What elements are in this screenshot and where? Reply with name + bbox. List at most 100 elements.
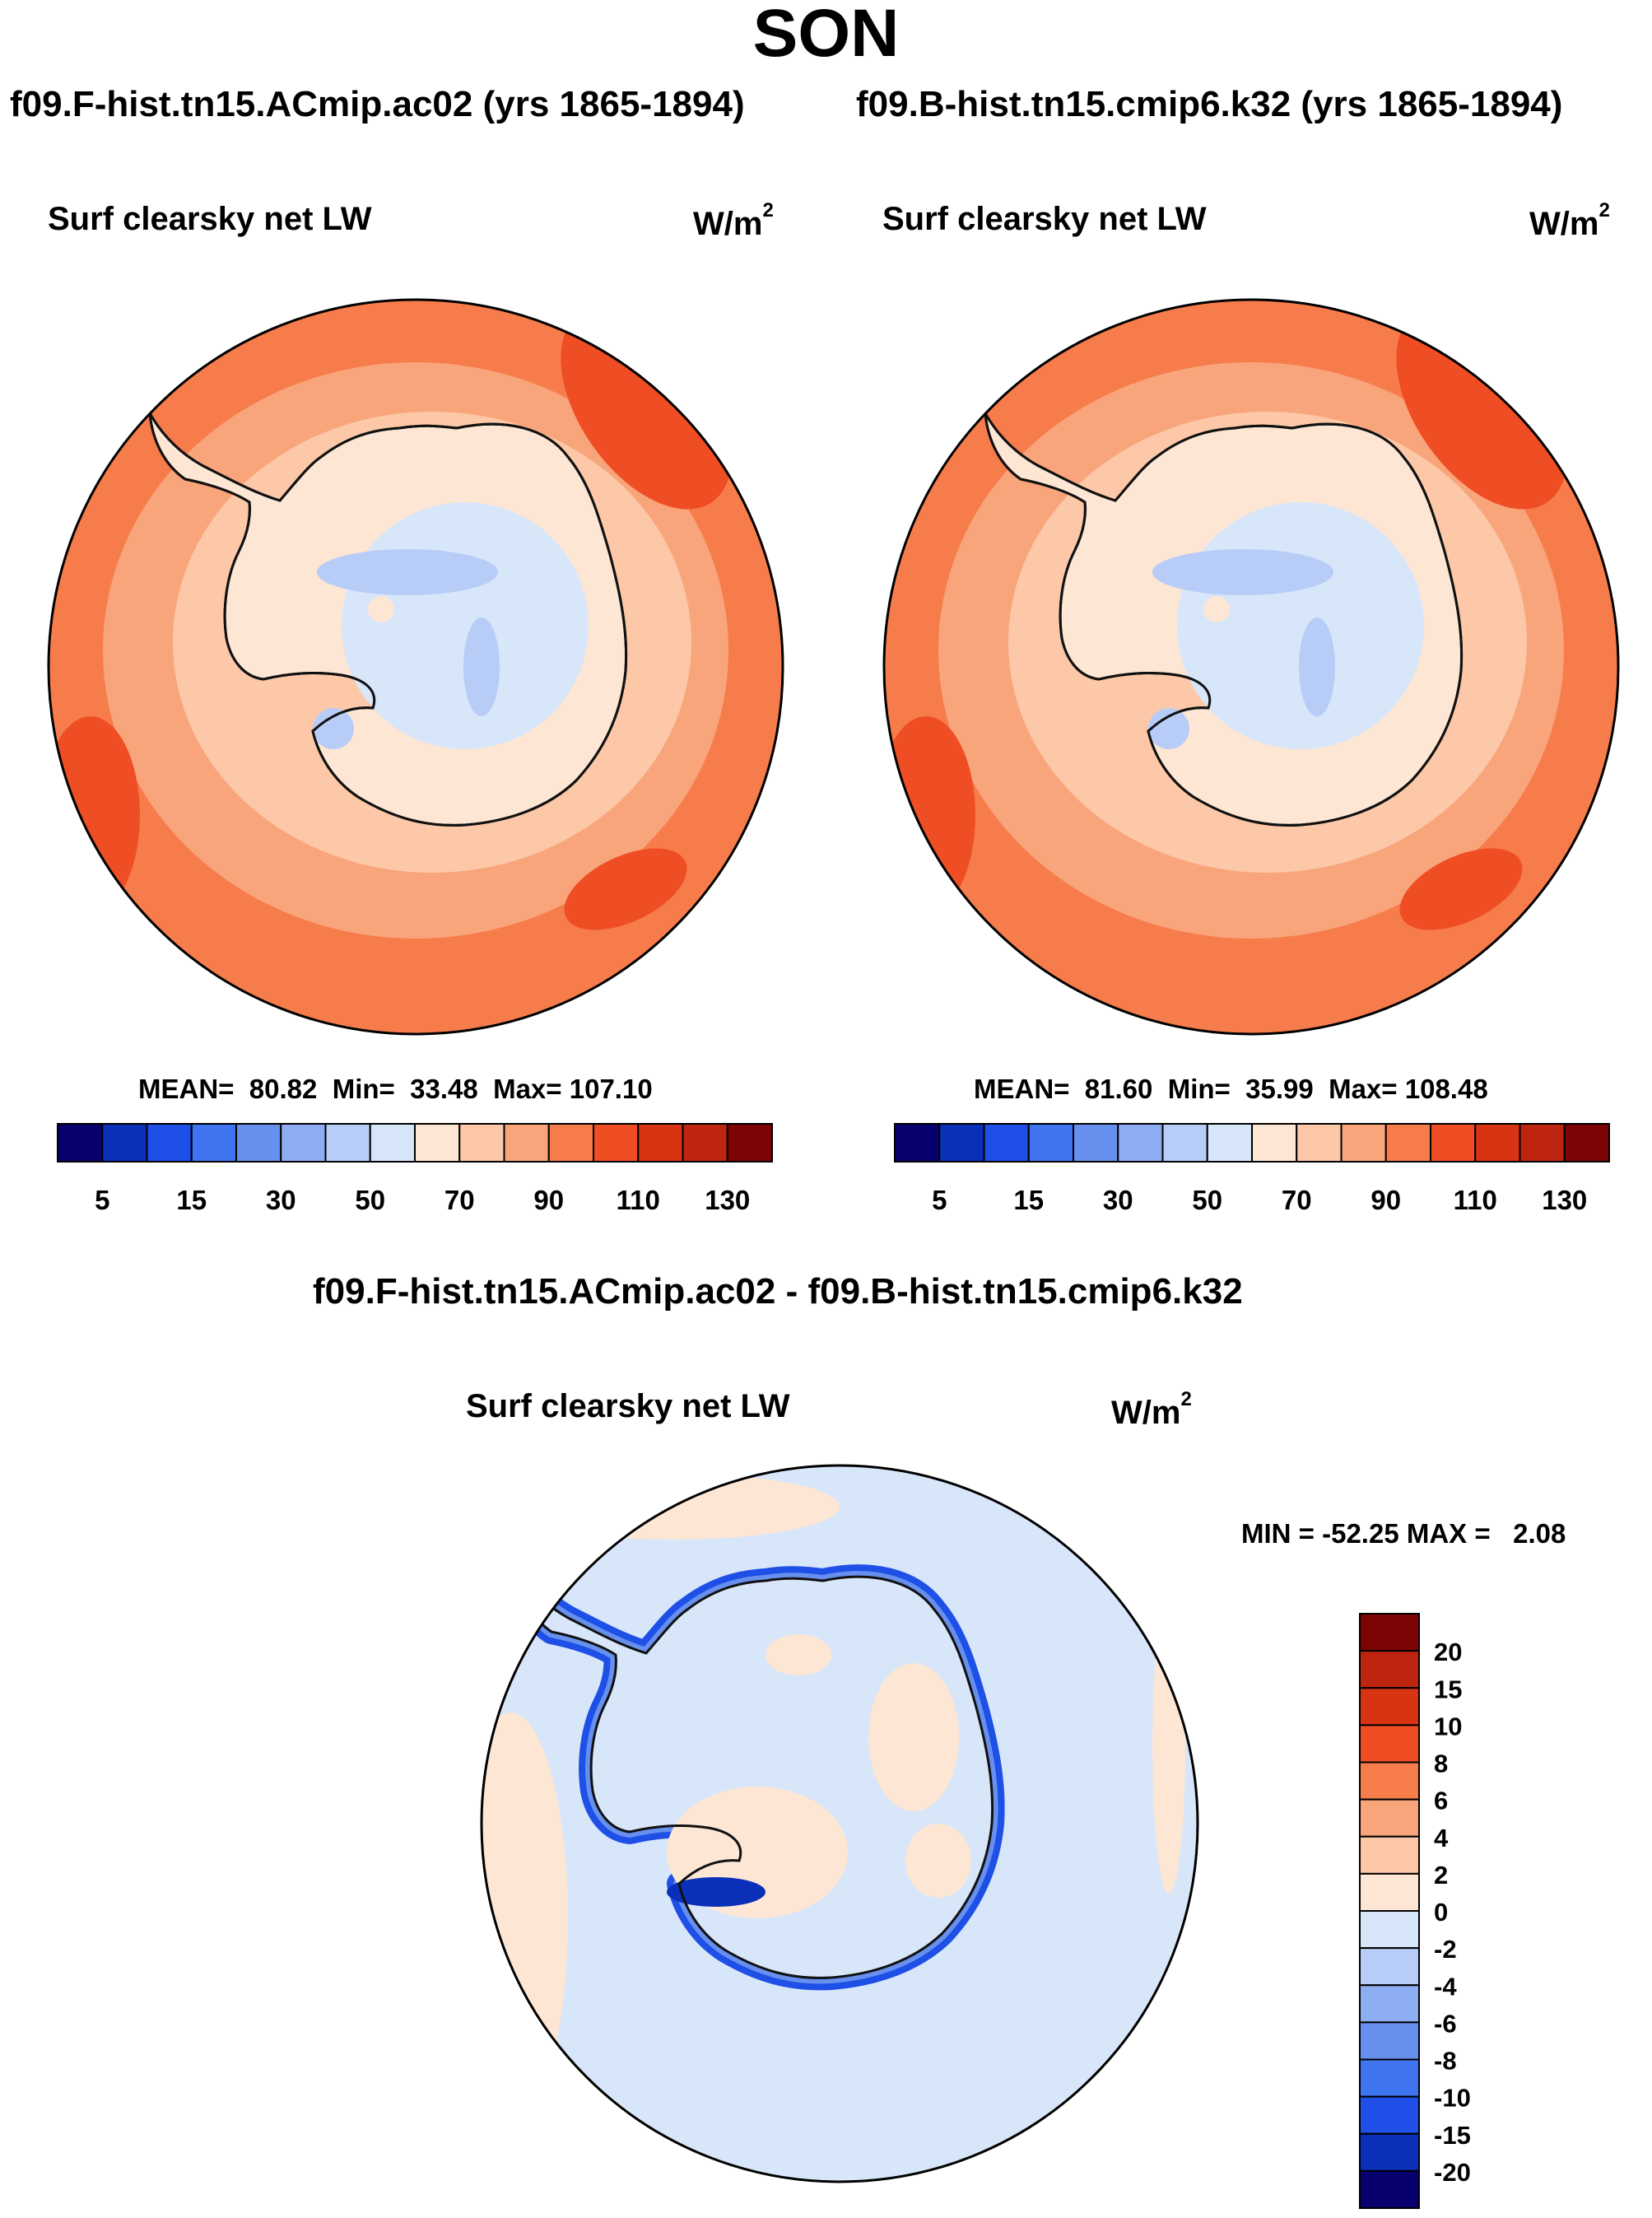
panel3-colorbar-swatch [1359,2132,1420,2172]
panel1-colorbar-swatch [503,1123,550,1163]
panel2-colorbar-swatch [1117,1123,1164,1163]
panel3-colorbar-swatch [1359,1687,1420,1726]
panel3-colorbar-tick-label: 10 [1434,1712,1462,1740]
panel2-colorbar-tick-label: 50 [1192,1185,1222,1215]
panel1-colorbar-tick-label: 70 [444,1185,475,1215]
panel1-stats: MEAN= 80.82 Min= 33.48 Max= 107.10 [138,1074,653,1104]
panel3-colorbar-tick-label: 15 [1434,1675,1462,1703]
panel3-colorbar-tick-label: 4 [1434,1824,1449,1852]
panel1-colorbar-swatch [682,1123,728,1163]
panel1-colorbar-swatch [637,1123,684,1163]
panel3-colorbar-swatch [1359,2095,1420,2135]
panel3-colorbar-swatch [1359,1798,1420,1838]
panel3-colorbar-tick-label: -2 [1434,1935,1457,1964]
panel1-colorbar-swatch [146,1123,193,1163]
panel1-colorbar-swatch [414,1123,461,1163]
panel2-map [882,298,1620,1036]
panel1-colorbar-swatch [324,1123,371,1163]
panel3-colorbar-swatch [1359,2058,1420,2098]
panel1-colorbar-swatch [726,1123,773,1163]
panel3-units: W/m2 [1111,1388,1192,1432]
panel2-colorbar-tick-label: 110 [1454,1185,1497,1215]
panel1-colorbar-swatch [101,1123,148,1163]
panel3-colorbar-tick-label: 6 [1434,1787,1448,1815]
case-title-right: f09.B-hist.tn15.cmip6.k32 (yrs 1865-1894… [856,84,1563,124]
panel3-positive-east [1152,1597,1185,1894]
panel1-colorbar: 5 15 30 50 70 90 110 130 [57,1123,773,1215]
panel2-colorbar-swatch [938,1123,985,1163]
panel3-colorbar-tick-label: -4 [1434,1972,1457,2001]
panel2-max-southeast [1399,848,1523,930]
panel2-colorbar-tick-label: 15 [1013,1185,1044,1215]
panel2-colorbar-swatch [1296,1123,1343,1163]
panel3-colorbar-swatch [1359,1650,1420,1689]
panel2-colorbar: 5 15 30 50 70 90 110 130 [894,1123,1610,1215]
panel2-colorbar-tick-label: 5 [932,1185,947,1215]
panel3-colorbar-tick-label: -10 [1434,2084,1471,2113]
panel2-variable-title: Surf clearsky net LW [882,201,1207,237]
panel3-colorbar-tick-label: -15 [1434,2121,1471,2150]
panel3-colorbar-tick-label: 20 [1434,1638,1462,1666]
panel2-colorbar-swatch [1430,1123,1477,1163]
panel2-stats: MEAN= 81.60 Min= 35.99 Max= 108.48 [974,1074,1488,1104]
panel2-colorbar-swatch [1384,1123,1431,1163]
panel3-colorbar-tick-label: 2 [1434,1861,1448,1889]
panel1-colorbar-tick-label: 5 [95,1185,109,1215]
panel1-colorbar-tick-label: 30 [266,1185,296,1215]
panel2-colorbar-swatch [1251,1123,1298,1163]
panel1-colorbar-tick-label: 130 [705,1185,750,1215]
panel1-map [47,298,784,1036]
panel1-antarctica [148,412,628,827]
panel1-colorbar-tick-label: 15 [176,1185,207,1215]
panel2-antarctica [984,412,1464,827]
panel1-colorbar-swatch [369,1123,416,1163]
panel2-map-border [882,298,1620,1036]
panel3-colorbar-swatch [1359,1761,1420,1801]
panel2-colorbar-tick-label: 130 [1542,1185,1587,1215]
panel1-colorbar-swatch [280,1123,327,1163]
panel3-map-border [480,1464,1199,2183]
panel2-units: W/m2 [1529,199,1610,243]
panel2-colorbar-swatch [1474,1123,1521,1163]
panel3-colorbar-tick-label: 0 [1434,1898,1448,1927]
panel3-colorbar-tick-label: -8 [1434,2047,1457,2076]
panel2-colorbar-swatch [1073,1123,1119,1163]
panel3-colorbar-tick-label: -6 [1434,2009,1457,2038]
panel2-colorbar-swatch [1340,1123,1387,1163]
panel1-units: W/m2 [693,199,774,243]
panel2-colorbar-swatch [1563,1123,1610,1163]
panel3-antarctica [516,1566,993,1978]
panel1-colorbar-swatch [57,1123,104,1163]
panel3-colorbar-tick-label: 8 [1434,1750,1448,1778]
panel3-colorbar-swatch [1359,1724,1420,1764]
panel3-colorbar-swatch [1359,2169,1420,2209]
panel3-map [480,1464,1199,2183]
panel2-colorbar-tick-label: 70 [1282,1185,1312,1215]
panel1-colorbar-swatch [547,1123,594,1163]
case-title-left: f09.F-hist.tn15.ACmip.ac02 (yrs 1865-189… [10,84,745,124]
panel1-colorbar-swatch [458,1123,505,1163]
main-title: SON [752,0,900,71]
panel3-colorbar-tick-label: -20 [1434,2158,1471,2187]
panel3-colorbar-swatch [1359,1910,1420,1950]
panel2-colorbar-tick-label: 90 [1370,1185,1401,1215]
panel2-colorbar-swatch [983,1123,1030,1163]
difference-title: f09.F-hist.tn15.ACmip.ac02 - f09.B-hist.… [313,1271,1243,1312]
panel3-colorbar-swatch [1359,2021,1420,2061]
panel3-colorbar-swatch [1359,1613,1420,1652]
panel1-variable-title: Surf clearsky net LW [48,201,372,237]
panel1-colorbar-swatch [235,1123,282,1163]
panel2-colorbar-swatch [1027,1123,1074,1163]
panel3-variable-title: Surf clearsky net LW [466,1388,790,1424]
panel1-map-border [47,298,784,1036]
panel2-colorbar-swatch [894,1123,941,1163]
panel3-positive-west [482,1712,568,2124]
panel3-minmax: MIN = -52.25 MAX = 2.08 [1241,1518,1566,1549]
panel2-colorbar-swatch [1206,1123,1253,1163]
panel1-colorbar-tick-label: 50 [355,1185,385,1215]
panel3-colorbar-swatch [1359,1872,1420,1912]
panel1-colorbar-tick-label: 90 [533,1185,564,1215]
panel3-colorbar-swatch [1359,1947,1420,1987]
